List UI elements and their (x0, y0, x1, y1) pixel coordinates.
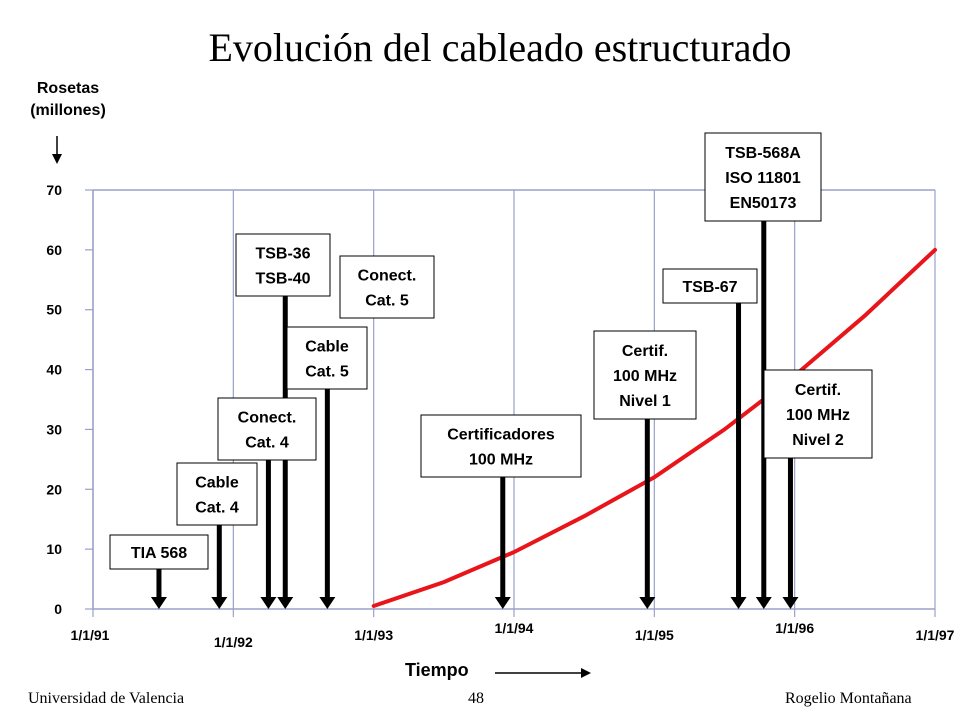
annotation-box (662, 268, 758, 304)
annotation-box (420, 414, 582, 478)
x-tick-label: 1/1/96 (775, 620, 814, 636)
x-tick-label: 1/1/91 (71, 627, 110, 643)
annotation-box (286, 326, 368, 390)
x-tick-label: 1/1/94 (495, 620, 534, 636)
annotation-label: Cable Cat. 4 (195, 475, 239, 517)
annotation-box (704, 132, 822, 222)
y-tick-label: 10 (46, 541, 62, 557)
x-axis-arrow-head (581, 668, 591, 678)
footer-author: Rogelio Montañana (785, 690, 912, 707)
annotation-arrowhead (260, 597, 277, 609)
slide-title: Evolución del cableado estructurado (208, 25, 792, 70)
annotation-box (176, 462, 258, 526)
annotation-arrowhead (211, 597, 228, 609)
annotation-box (109, 534, 209, 570)
annotation-arrowhead (730, 597, 747, 609)
annotation-box (593, 330, 697, 420)
annotation-label: Certif. 100 MHz Nivel 1 (613, 343, 677, 410)
annotation-label: TSB-568A ISO 11801 EN50173 (725, 145, 801, 212)
annotation-box (339, 255, 435, 319)
y-axis-label: Rosetas (millones) (30, 80, 106, 119)
annotation-arrowhead (150, 597, 167, 609)
annotation-label: Conect. Cat. 4 (238, 410, 297, 452)
annotation-label: Conect. Cat. 5 (358, 268, 417, 310)
annotation-arrowhead (319, 597, 336, 609)
x-axis-label: Tiempo (405, 660, 469, 680)
annotation-label: TSB-67 (682, 279, 737, 296)
annotation-label: TSB-36 TSB-40 (255, 246, 310, 288)
annotation-label: TIA 568 (131, 545, 187, 562)
footer-institution: Universidad de Valencia (28, 690, 185, 707)
y-tick-label: 0 (54, 601, 62, 617)
annotation-box (763, 369, 873, 459)
y-tick-label: 70 (46, 182, 62, 198)
annotation-arrowhead (494, 597, 511, 609)
x-tick-label: 1/1/93 (354, 627, 393, 643)
y-tick-label: 50 (46, 302, 62, 318)
y-tick-label: 20 (46, 481, 62, 497)
chart-series (371, 247, 937, 608)
chart-labels: 1/1/91 1/1/92 1/1/93 1/1/94 1/1/95 1/1/96 1/1/… (30, 80, 954, 680)
annotation-arrowhead (782, 597, 799, 609)
x-tick-label: 1/1/97 (916, 627, 955, 643)
series-line (371, 247, 937, 608)
annotation-arrowhead (639, 597, 656, 609)
annotation-label: Certificadores 100 MHz (447, 427, 555, 469)
y-axis-arrow-head (52, 154, 62, 164)
annotation-box (235, 233, 331, 297)
chart-annotations: TIA 568 Cable Cat. 4 Conect. Cat. 4 TSB-36 TSB… (109, 132, 873, 609)
annotation-arrowhead (277, 597, 294, 609)
footer-page-number: 48 (468, 690, 484, 707)
y-tick-label: 60 (46, 242, 62, 258)
annotation-box (217, 397, 317, 461)
annotation-arrowhead (755, 597, 772, 609)
annotation-label: Certif. 100 MHz Nivel 2 (786, 382, 850, 449)
annotation-label: Cable Cat. 5 (305, 339, 349, 381)
x-tick-label: 1/1/92 (214, 634, 253, 650)
y-tick-label: 30 (46, 421, 62, 437)
x-tick-label: 1/1/95 (635, 627, 674, 643)
y-tick-label: 40 (46, 362, 62, 378)
